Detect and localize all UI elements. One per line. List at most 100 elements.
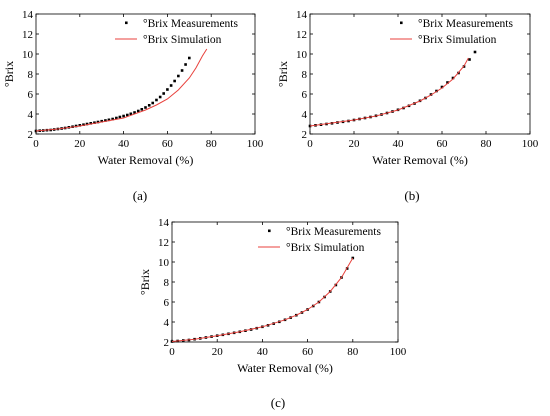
y-tick-label: 2 [28, 129, 34, 141]
x-tick-label: 80 [481, 138, 493, 150]
y-tick-label: 6 [28, 89, 34, 101]
y-tick-label: 8 [302, 69, 308, 81]
y-tick-label: 2 [164, 337, 170, 349]
simulation-line [171, 257, 354, 342]
y-tick-label: 10 [158, 257, 170, 269]
x-tick-label: 40 [393, 138, 405, 150]
y-tick-label: 4 [28, 109, 34, 121]
measurement-point [133, 111, 136, 114]
legend-label: °Brix Simulation [143, 34, 222, 46]
y-tick-label: 12 [296, 29, 307, 41]
legend-point-swatch [400, 21, 403, 25]
x-tick-label: 20 [349, 138, 361, 150]
y-axis-title: °Brix [2, 61, 16, 87]
measurement-point [118, 115, 122, 119]
measurement-point [85, 122, 89, 126]
legend-point-swatch [125, 21, 128, 25]
measurement-point [446, 81, 449, 84]
measurement-point [78, 124, 82, 127]
measurement-point [166, 88, 169, 91]
x-tick-label: 100 [390, 346, 407, 358]
measurement-point [188, 56, 191, 60]
y-tick-label: 8 [164, 277, 170, 289]
x-tick-label: 100 [522, 138, 539, 150]
x-axis-title: Water Removal (%) [98, 153, 194, 167]
measurement-point [180, 69, 184, 72]
x-tick-label: 20 [212, 346, 224, 358]
measurement-point [451, 76, 455, 80]
y-tick-label: 12 [158, 237, 169, 249]
legend: °Brix Measurements °Brix Simulation [390, 18, 514, 46]
y-tick-label: 10 [22, 49, 34, 61]
plot-frame [309, 13, 531, 135]
y-axis-title: °Brix [276, 61, 290, 87]
y-tick-label: 8 [28, 69, 34, 81]
panel-label: (a) [133, 188, 147, 203]
y-tick-label: 10 [296, 49, 308, 61]
measurement-point [468, 58, 471, 61]
legend: °Brix Measurements °Brix Simulation [115, 18, 239, 46]
legend-label: °Brix Simulation [286, 242, 365, 254]
y-tick-label: 2 [302, 129, 308, 141]
y-tick-label: 6 [302, 89, 308, 101]
legend: °Brix Measurements °Brix Simulation [258, 226, 382, 254]
x-tick-label: 80 [206, 138, 218, 150]
x-tick-label: 60 [302, 346, 314, 358]
legend-point-swatch [268, 229, 271, 233]
measurement-point [136, 109, 140, 113]
x-tick-label: 40 [118, 138, 130, 150]
simulation-line [309, 57, 469, 127]
measurement-point [104, 119, 107, 122]
chart-panel-1: 0 20 40 60 80 100 2 4 6 8 10 12 14 Water Removal (%) °… [2, 9, 264, 203]
panel-label: (b) [404, 188, 419, 203]
measurement-point [151, 101, 155, 105]
x-tick-label: 40 [257, 346, 269, 358]
measurement-point [122, 114, 125, 118]
chart-panel-3: 0 20 40 60 80 100 2 4 6 8 10 12 14 Water Removal (%) °… [138, 217, 407, 410]
measurement-point [74, 124, 78, 128]
y-tick-label: 14 [296, 9, 308, 21]
measurement-point [184, 63, 187, 66]
measurement-point [147, 104, 151, 107]
measurement-point [173, 79, 176, 83]
measurement-point [93, 121, 96, 124]
x-tick-label: 0 [33, 138, 39, 150]
y-tick-label: 4 [164, 317, 170, 329]
x-tick-label: 60 [437, 138, 449, 150]
measurement-point [158, 95, 162, 99]
measurement-point [82, 123, 85, 126]
x-axis-title: Water Removal (%) [372, 153, 468, 167]
measurement-point [107, 118, 111, 122]
y-tick-label: 12 [22, 29, 33, 41]
x-tick-label: 80 [347, 346, 359, 358]
measurement-point [96, 120, 100, 124]
legend-label: °Brix Measurements [143, 18, 239, 30]
legend-label: °Brix Simulation [418, 34, 497, 46]
measurement-point [169, 84, 173, 87]
y-tick-label: 14 [158, 217, 170, 229]
legend-label: °Brix Measurements [286, 226, 382, 238]
measurement-point [473, 50, 477, 54]
measurement-point [129, 112, 133, 116]
x-tick-label: 60 [162, 138, 174, 150]
y-axis-title: °Brix [138, 269, 152, 295]
measurement-point [126, 113, 129, 117]
y-tick-label: 4 [302, 109, 308, 121]
measurement-point [111, 117, 114, 121]
x-tick-label: 0 [307, 138, 313, 150]
x-tick-label: 20 [74, 138, 86, 150]
plot-frame [35, 13, 256, 135]
measurement-point [100, 119, 103, 123]
measurement-point [140, 108, 144, 111]
x-tick-label: 0 [169, 346, 175, 358]
chart-panel-2: 0 20 40 60 80 100 2 4 6 8 10 12 14 Water Removal (%) °… [276, 9, 539, 203]
measurement-point [144, 106, 147, 109]
y-tick-label: 6 [164, 297, 170, 309]
measurement-point [155, 98, 158, 102]
plot-frame [171, 221, 399, 343]
legend-label: °Brix Measurements [418, 18, 514, 30]
panel-label: (c) [271, 395, 285, 410]
measurement-point [440, 85, 444, 89]
measurement-point [89, 122, 93, 125]
